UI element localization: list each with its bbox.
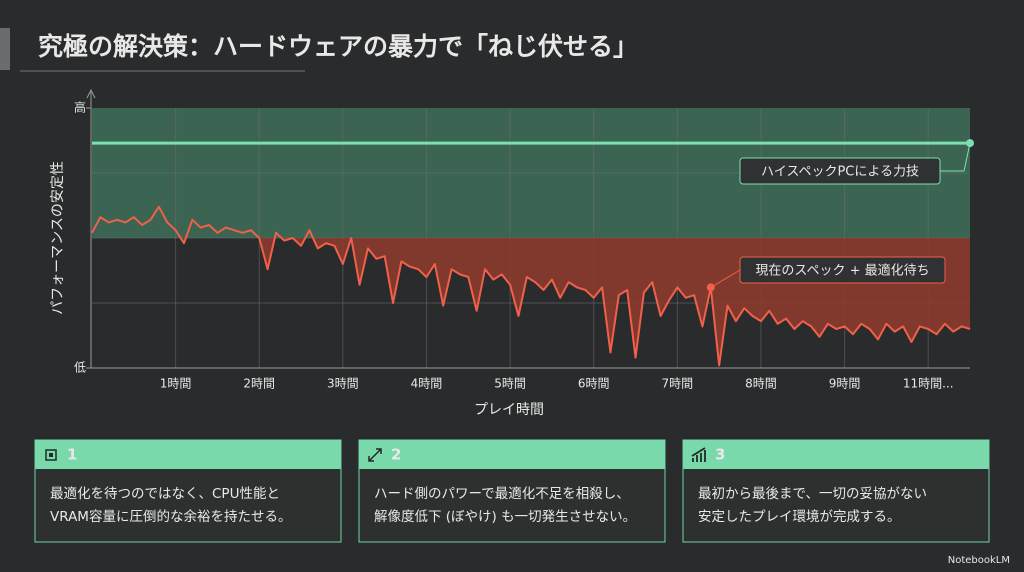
- callout-label: ハイスペックPCによる力技: [761, 165, 919, 180]
- card-icon: [45, 449, 57, 461]
- callout-box: [739, 256, 946, 284]
- accent-bar: [0, 28, 10, 70]
- card-text: VRAM容量に圧倒的な余裕を持たせる。: [50, 508, 291, 525]
- y-axis-title: パフォーマンスの安定性: [50, 161, 66, 315]
- icon: [45, 449, 57, 461]
- card-icon: [691, 447, 706, 462]
- card-icon: [368, 448, 382, 462]
- x-tick-label: 1時間: [160, 377, 192, 391]
- card-text: 最適化を待つのではなく、CPU性能と: [50, 485, 280, 502]
- slide-title: 究極の解決策：ハードウェアの暴力で「ねじ伏せる」: [38, 32, 638, 61]
- card-number: 3: [715, 446, 725, 464]
- callout-box: [739, 157, 941, 185]
- x-tick-label: 2時間: [243, 377, 275, 391]
- x-tick-label: 11時間...: [903, 377, 954, 391]
- card-number: 1: [67, 446, 77, 464]
- card-text: 安定したプレイ環境が完成する。: [698, 509, 901, 525]
- x-tick-label: 3時間: [327, 377, 359, 391]
- card-text: 最初から最後まで、一切の妥協がない: [698, 485, 927, 502]
- card-header: [359, 440, 665, 469]
- card-header: [683, 440, 989, 469]
- x-tick-label: 9時間: [829, 377, 861, 391]
- callout-line: [940, 142, 971, 172]
- x-tick-label: 5時間: [494, 377, 526, 391]
- icon: [691, 447, 706, 462]
- icon: [368, 448, 382, 462]
- card-number: 2: [391, 446, 401, 464]
- y-tick-label: 低: [74, 361, 86, 375]
- y-tick-label: 高: [74, 100, 86, 115]
- card-text: ハード側のパワーで最適化不足を相殺し、: [374, 485, 630, 502]
- icon: [49, 453, 53, 457]
- x-tick-label: 7時間: [662, 377, 694, 391]
- x-axis-title: プレイ時間: [474, 402, 544, 418]
- series-line: [91, 205, 971, 367]
- card-text: 解像度低下 (ぼやけ) も一切発生させない。: [374, 509, 636, 525]
- callout-label: 現在のスペック + 最適化待ち: [755, 263, 929, 279]
- x-tick-label: 8時間: [745, 377, 777, 391]
- y-axis-arrow: [86, 88, 96, 99]
- x-tick-label: 6時間: [578, 377, 610, 391]
- callout-line: [710, 269, 741, 288]
- card-header: [35, 440, 341, 469]
- x-tick-label: 4時間: [411, 377, 443, 391]
- brand: NotebookLM: [948, 555, 1010, 566]
